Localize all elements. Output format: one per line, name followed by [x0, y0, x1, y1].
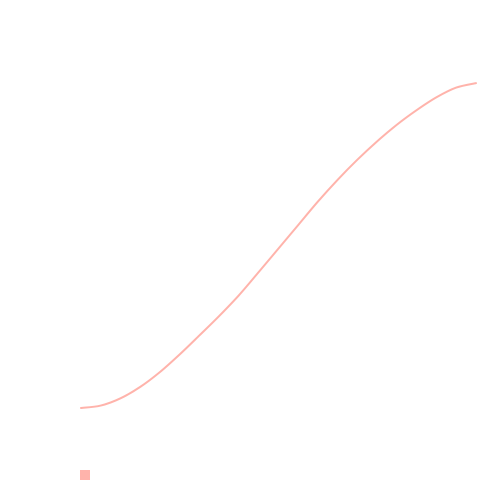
plot-area: [80, 82, 477, 409]
series-line-0: [80, 82, 477, 409]
legend-marker-0: [80, 470, 90, 480]
legend: [80, 470, 90, 480]
